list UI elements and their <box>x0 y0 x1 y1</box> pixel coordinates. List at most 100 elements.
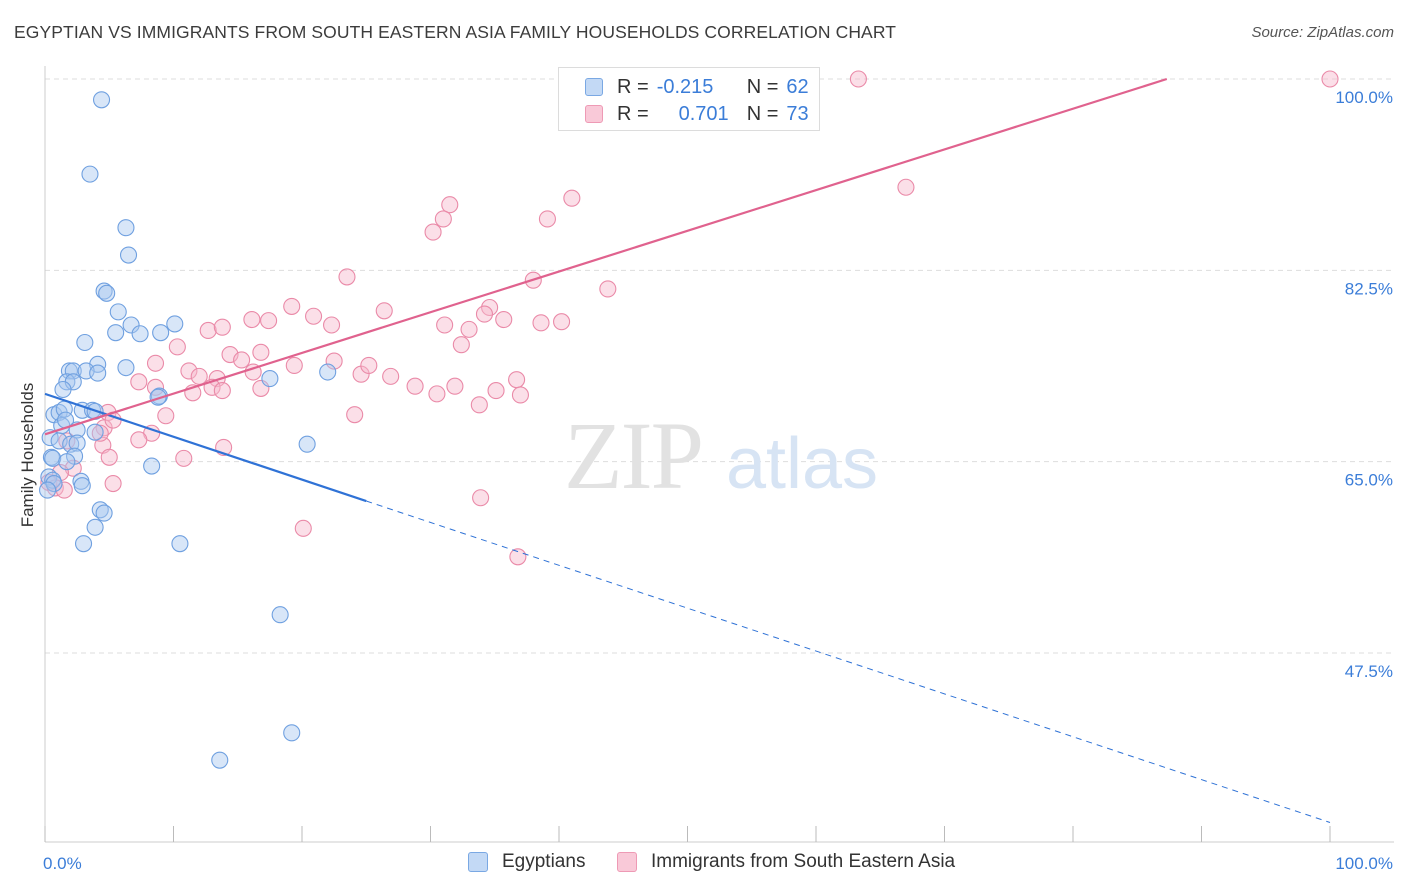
watermark-atlas: atlas <box>726 424 878 504</box>
data-point-egyptians <box>109 303 127 321</box>
data-point-immigrants <box>1321 70 1339 88</box>
data-point-immigrants <box>406 377 424 395</box>
data-point-immigrants <box>55 481 73 499</box>
tick-labels: 100.0% 82.5% 65.0% 47.5% 0.0% 100.0% <box>43 88 1393 873</box>
data-point-immigrants <box>487 382 505 400</box>
data-point-egyptians <box>68 434 86 452</box>
watermark: ZIP atlas <box>564 402 878 509</box>
data-point-immigrants <box>475 305 494 323</box>
data-point-egyptians <box>39 481 57 499</box>
data-point-immigrants <box>283 297 301 315</box>
legend-r-value: 0.701 <box>678 102 729 125</box>
data-point-immigrants <box>897 178 915 196</box>
data-point-immigrants <box>436 316 454 334</box>
data-point-immigrants <box>599 280 617 298</box>
legend-item-egyptians[interactable]: Egyptians <box>468 851 585 873</box>
data-point-immigrants <box>294 519 312 537</box>
data-point-egyptians <box>95 504 113 522</box>
data-point-immigrants <box>91 424 109 442</box>
legend-row-egyptians: R = -0.215 N = 62 <box>585 74 809 100</box>
data-point-immigrants <box>168 338 186 356</box>
data-point-egyptians <box>107 324 125 342</box>
data-point-egyptians <box>319 363 337 381</box>
legend-label-immigrants: Immigrants from South Eastern Asia <box>651 851 956 872</box>
data-point-immigrants <box>553 313 571 331</box>
legend-swatch-pink <box>617 852 637 872</box>
series-egyptians-points <box>39 91 337 769</box>
data-point-immigrants <box>508 371 526 389</box>
legend-item-immigrants[interactable]: Immigrants from South Eastern Asia <box>617 851 955 873</box>
data-point-egyptians <box>117 359 135 377</box>
data-point-egyptians <box>44 449 62 467</box>
data-point-immigrants <box>382 367 400 385</box>
data-point-immigrants <box>100 448 118 466</box>
data-point-immigrants <box>360 356 378 375</box>
data-point-immigrants <box>375 302 393 320</box>
data-point-immigrants <box>849 70 867 88</box>
data-point-egyptians <box>76 333 94 352</box>
data-point-immigrants <box>305 307 323 325</box>
data-point-immigrants <box>472 489 490 507</box>
data-point-immigrants <box>180 362 198 380</box>
data-point-egyptians <box>73 401 91 419</box>
legend-n-label: N = <box>746 102 779 125</box>
y-tick-label: 47.5% <box>1345 662 1393 681</box>
data-point-immigrants <box>175 449 193 467</box>
legend-label-egyptians: Egyptians <box>502 851 586 872</box>
data-point-immigrants <box>495 310 513 329</box>
data-point-egyptians <box>211 751 229 769</box>
data-point-egyptians <box>283 724 301 742</box>
data-point-egyptians <box>261 370 279 388</box>
data-point-immigrants <box>460 320 478 338</box>
data-point-egyptians <box>89 364 107 382</box>
data-point-immigrants <box>130 373 148 391</box>
data-point-egyptians <box>166 315 184 333</box>
data-point-egyptians <box>131 325 149 343</box>
x-tick-label-min: 0.0% <box>43 854 82 873</box>
data-point-egyptians <box>122 316 140 334</box>
data-point-immigrants <box>285 356 303 375</box>
series-legend: Egyptians Immigrants from South Eastern … <box>0 851 1406 877</box>
y-tick-label: 65.0% <box>1345 471 1393 490</box>
trend-line-egyptians-extrapolated <box>366 500 1331 823</box>
data-point-immigrants <box>428 385 446 403</box>
data-point-immigrants <box>252 343 270 361</box>
data-point-egyptians <box>98 284 116 302</box>
data-point-immigrants <box>233 351 251 369</box>
legend-swatch-blue <box>585 78 603 96</box>
trend-line-immigrants <box>44 77 1168 436</box>
data-point-egyptians <box>42 448 60 466</box>
legend-r-label: R = <box>617 102 649 125</box>
data-point-egyptians <box>149 388 167 406</box>
data-point-immigrants <box>511 386 530 404</box>
data-point-egyptians <box>58 373 76 391</box>
trend-line-egyptians <box>44 392 367 503</box>
data-point-immigrants <box>424 223 442 241</box>
axes <box>44 66 1394 843</box>
y-tick-label: 100.0% <box>1335 88 1393 107</box>
data-point-immigrants <box>213 318 231 336</box>
data-point-egyptians <box>54 380 72 399</box>
data-point-immigrants <box>104 474 122 493</box>
data-point-egyptians <box>117 219 135 237</box>
data-point-immigrants <box>146 354 165 372</box>
data-point-immigrants <box>509 548 527 566</box>
data-point-immigrants <box>130 431 148 449</box>
data-point-immigrants <box>199 321 217 340</box>
data-point-immigrants <box>190 367 208 385</box>
data-point-immigrants <box>446 377 464 395</box>
legend-r-label: R = <box>617 75 649 98</box>
data-point-egyptians <box>73 477 91 495</box>
data-point-immigrants <box>213 382 231 400</box>
data-point-egyptians <box>119 246 138 264</box>
data-point-egyptians <box>81 165 99 183</box>
data-point-egyptians <box>298 435 316 453</box>
data-point-immigrants <box>346 406 364 424</box>
data-point-immigrants <box>532 314 550 332</box>
data-point-immigrants <box>441 196 459 214</box>
legend-row-immigrants: R = 0.701 N = 73 <box>585 101 809 127</box>
legend-n-value: 62 <box>786 75 809 98</box>
data-point-egyptians <box>86 518 104 536</box>
data-point-egyptians <box>86 423 104 441</box>
correlation-legend: R = -0.215 N = 62 R = 0.701 N = 73 <box>558 67 820 131</box>
